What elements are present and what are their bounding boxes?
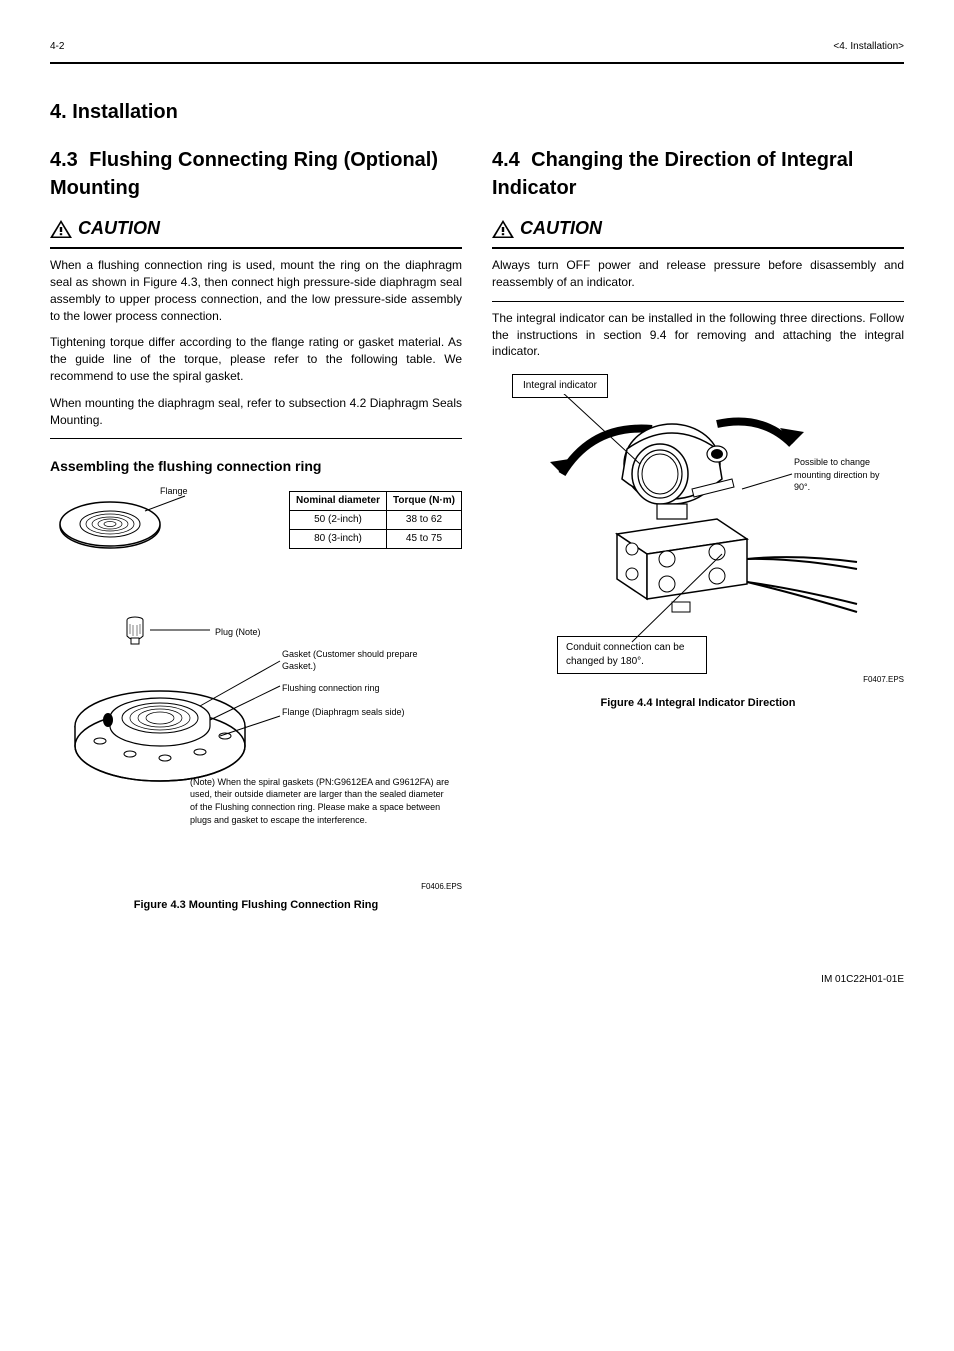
th-torque: Torque (N·m) (386, 491, 461, 510)
sub-heading-assembling: Assembling the flushing connection ring (50, 457, 462, 477)
figure-id-left: F0406.EPS (50, 881, 462, 892)
figure-note: (Note) When the spiral gaskets (PN:G9612… (190, 776, 450, 826)
plug-label: Plug (Note) (215, 626, 261, 639)
figure-caption-4-4: Figure 4.4 Integral Indicator Direction (492, 696, 904, 711)
section-number-right: 4.4 (492, 149, 520, 171)
caution-header-right: CAUTION (492, 216, 904, 241)
flange-label: Flange (160, 485, 188, 498)
caution-label-right: CAUTION (520, 216, 602, 241)
section-number: 4.3 (50, 149, 78, 171)
left-caution-p3: When mounting the diaphragm seal, refer … (50, 395, 462, 429)
th-nominal: Nominal diameter (290, 491, 387, 510)
flange-disk-illustration (50, 491, 190, 611)
header-rule (50, 62, 904, 68)
conduit-callout: Conduit connection can be changed by 180… (557, 636, 707, 674)
left-column: 4.3 Flushing Connecting Ring (Optional) … (50, 146, 462, 913)
figure-id-right: F0407.EPS (863, 674, 904, 685)
page-footer: IM 01C22H01-01E (50, 973, 904, 987)
figure-caption-4-3: Figure 4.3 Mounting Flushing Connection … (50, 898, 462, 913)
gasket-label: Gasket (Customer should prepare Gasket.) (282, 648, 442, 673)
chapter-title: 4. Installation (50, 98, 904, 126)
caution-rule-top (50, 247, 462, 249)
caution-rule-bottom-right (492, 301, 904, 302)
figure-4-4: Integral indicator (492, 374, 904, 714)
figure-4-3: Flange Nominal diameter Torque (N·m) 50 … (50, 491, 462, 913)
caution-label: CAUTION (78, 216, 160, 241)
td-torque-0: 38 to 62 (386, 510, 461, 529)
right-body-p1: The integral indicator can be installed … (492, 310, 904, 360)
caution-rule-bottom (50, 438, 462, 439)
ring-label: Flushing connection ring (282, 682, 380, 695)
left-caution-p1: When a flushing connection ring is used,… (50, 257, 462, 324)
td-torque-1: 45 to 75 (386, 529, 461, 548)
caution-header-left: CAUTION (50, 216, 462, 241)
section-heading-4-4: 4.4 Changing the Direction of Integral I… (492, 146, 904, 202)
caution-icon (50, 220, 72, 238)
caution-icon (492, 220, 514, 238)
right-caution-p: Always turn OFF power and release pressu… (492, 257, 904, 291)
td-nominal-1: 80 (3-inch) (290, 529, 387, 548)
doc-id: IM 01C22H01-01E (821, 973, 904, 987)
section-heading-4-3: 4.3 Flushing Connecting Ring (Optional) … (50, 146, 462, 202)
td-nominal-0: 50 (2-inch) (290, 510, 387, 529)
page-header: 4-2 <4. Installation> (50, 40, 904, 54)
torque-table: Nominal diameter Torque (N·m) 50 (2-inch… (289, 491, 462, 549)
caution-rule-top-right (492, 247, 904, 249)
right-column: 4.4 Changing the Direction of Integral I… (492, 146, 904, 913)
table-row: 80 (3-inch) 45 to 75 (290, 529, 462, 548)
chapter-heading: <4. Installation> (833, 40, 904, 54)
flange-ds-label: Flange (Diaphragm seals side) (282, 706, 422, 719)
section-title: Flushing Connecting Ring (Optional) Moun… (50, 149, 438, 199)
transmitter-illustration (492, 394, 892, 674)
rotation-text: Possible to change mounting direction by… (794, 456, 894, 494)
section-title-right: Changing the Direction of Integral Indic… (492, 149, 853, 199)
content-columns: 4.3 Flushing Connecting Ring (Optional) … (50, 146, 904, 913)
table-row: 50 (2-inch) 38 to 62 (290, 510, 462, 529)
left-caution-p2: Tightening torque differ according to th… (50, 334, 462, 384)
page-number: 4-2 (50, 40, 64, 54)
